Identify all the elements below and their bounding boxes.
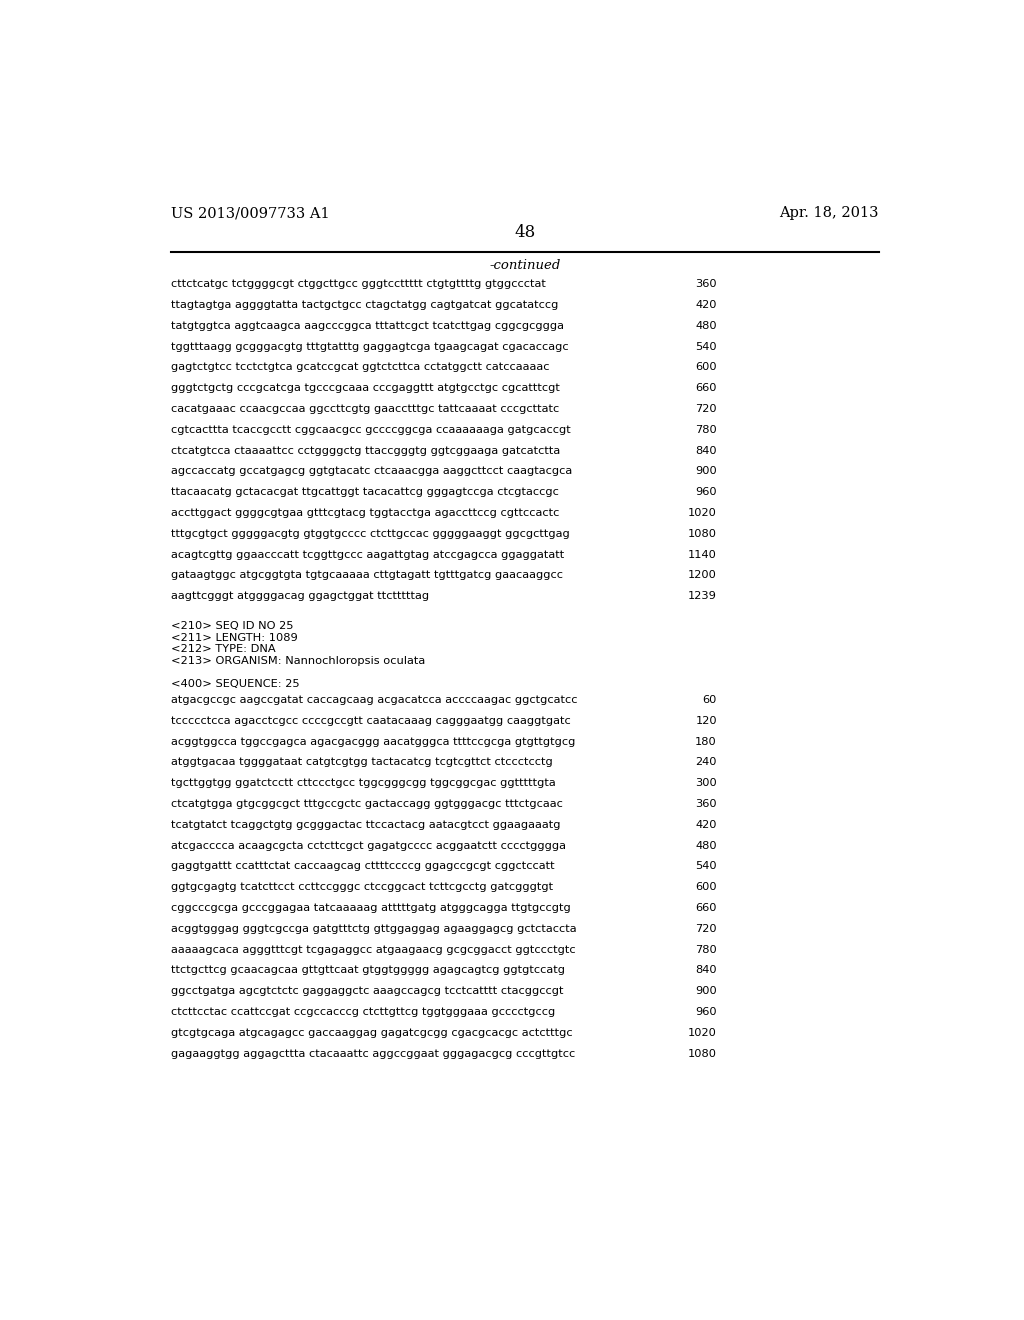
Text: 120: 120 — [695, 715, 717, 726]
Text: ggcctgatga agcgtctctc gaggaggctc aaagccagcg tcctcatttt ctacggccgt: ggcctgatga agcgtctctc gaggaggctc aaagcca… — [171, 986, 563, 997]
Text: tgcttggtgg ggatctcctt cttccctgcc tggcgggcgg tggcggcgac ggtttttgta: tgcttggtgg ggatctcctt cttccctgcc tggcggg… — [171, 779, 555, 788]
Text: 600: 600 — [695, 882, 717, 892]
Text: gaggtgattt ccatttctat caccaagcag cttttccccg ggagccgcgt cggctccatt: gaggtgattt ccatttctat caccaagcag cttttcc… — [171, 862, 554, 871]
Text: acggtgggag gggtcgccga gatgtttctg gttggaggag agaaggagcg gctctaccta: acggtgggag gggtcgccga gatgtttctg gttggag… — [171, 924, 577, 933]
Text: 540: 540 — [695, 342, 717, 351]
Text: 960: 960 — [695, 487, 717, 498]
Text: <212> TYPE: DNA: <212> TYPE: DNA — [171, 644, 275, 655]
Text: atggtgacaa tggggataat catgtcgtgg tactacatcg tcgtcgttct ctccctcctg: atggtgacaa tggggataat catgtcgtgg tactaca… — [171, 758, 552, 767]
Text: gggtctgctg cccgcatcga tgcccgcaaa cccgaggttt atgtgcctgc cgcatttcgt: gggtctgctg cccgcatcga tgcccgcaaa cccgagg… — [171, 383, 559, 393]
Text: 960: 960 — [695, 1007, 717, 1016]
Text: ttagtagtga aggggtatta tactgctgcc ctagctatgg cagtgatcat ggcatatccg: ttagtagtga aggggtatta tactgctgcc ctagcta… — [171, 300, 558, 310]
Text: 480: 480 — [695, 321, 717, 331]
Text: 1239: 1239 — [688, 591, 717, 601]
Text: 840: 840 — [695, 965, 717, 975]
Text: aagttcgggt atggggacag ggagctggat ttctttttag: aagttcgggt atggggacag ggagctggat ttctttt… — [171, 591, 429, 601]
Text: atgacgccgc aagccgatat caccagcaag acgacatcca accccaagac ggctgcatcc: atgacgccgc aagccgatat caccagcaag acgacat… — [171, 696, 578, 705]
Text: acagtcgttg ggaacccatt tcggttgccc aagattgtag atccgagcca ggaggatatt: acagtcgttg ggaacccatt tcggttgccc aagattg… — [171, 549, 564, 560]
Text: ctcttcctac ccattccgat ccgccacccg ctcttgttcg tggtgggaaa gcccctgccg: ctcttcctac ccattccgat ccgccacccg ctcttgt… — [171, 1007, 555, 1016]
Text: gataagtggc atgcggtgta tgtgcaaaaa cttgtagatt tgtttgatcg gaacaaggcc: gataagtggc atgcggtgta tgtgcaaaaa cttgtag… — [171, 570, 562, 581]
Text: 900: 900 — [695, 986, 717, 997]
Text: cttctcatgc tctggggcgt ctggcttgcc gggtccttttt ctgtgttttg gtggccctat: cttctcatgc tctggggcgt ctggcttgcc gggtcct… — [171, 280, 546, 289]
Text: 480: 480 — [695, 841, 717, 850]
Text: 1080: 1080 — [688, 529, 717, 539]
Text: 1020: 1020 — [688, 1028, 717, 1038]
Text: tcatgtatct tcaggctgtg gcgggactac ttccactacg aatacgtcct ggaagaaatg: tcatgtatct tcaggctgtg gcgggactac ttccact… — [171, 820, 560, 830]
Text: 300: 300 — [695, 779, 717, 788]
Text: 600: 600 — [695, 363, 717, 372]
Text: agccaccatg gccatgagcg ggtgtacatc ctcaaacgga aaggcttcct caagtacgca: agccaccatg gccatgagcg ggtgtacatc ctcaaac… — [171, 466, 571, 477]
Text: 840: 840 — [695, 446, 717, 455]
Text: 420: 420 — [695, 820, 717, 830]
Text: 420: 420 — [695, 300, 717, 310]
Text: <211> LENGTH: 1089: <211> LENGTH: 1089 — [171, 632, 297, 643]
Text: <400> SEQUENCE: 25: <400> SEQUENCE: 25 — [171, 678, 299, 689]
Text: gagaaggtgg aggagcttta ctacaaattc aggccggaat gggagacgcg cccgttgtcc: gagaaggtgg aggagcttta ctacaaattc aggccgg… — [171, 1048, 574, 1059]
Text: gagtctgtcc tcctctgtca gcatccgcat ggtctcttca cctatggctt catccaaaac: gagtctgtcc tcctctgtca gcatccgcat ggtctct… — [171, 363, 549, 372]
Text: tttgcgtgct gggggacgtg gtggtgcccc ctcttgccac gggggaaggt ggcgcttgag: tttgcgtgct gggggacgtg gtggtgcccc ctcttgc… — [171, 529, 569, 539]
Text: 900: 900 — [695, 466, 717, 477]
Text: accttggact ggggcgtgaa gtttcgtacg tggtacctga agaccttccg cgttccactc: accttggact ggggcgtgaa gtttcgtacg tggtacc… — [171, 508, 559, 517]
Text: 60: 60 — [702, 696, 717, 705]
Text: <210> SEQ ID NO 25: <210> SEQ ID NO 25 — [171, 622, 293, 631]
Text: 360: 360 — [695, 799, 717, 809]
Text: ctcatgtgga gtgcggcgct tttgccgctc gactaccagg ggtgggacgc tttctgcaac: ctcatgtgga gtgcggcgct tttgccgctc gactacc… — [171, 799, 562, 809]
Text: 1200: 1200 — [688, 570, 717, 581]
Text: acggtggcca tggccgagca agacgacggg aacatgggca ttttccgcga gtgttgtgcg: acggtggcca tggccgagca agacgacggg aacatgg… — [171, 737, 575, 747]
Text: ttctgcttcg gcaacagcaa gttgttcaat gtggtggggg agagcagtcg ggtgtccatg: ttctgcttcg gcaacagcaa gttgttcaat gtggtgg… — [171, 965, 564, 975]
Text: <213> ORGANISM: Nannochloropsis oculata: <213> ORGANISM: Nannochloropsis oculata — [171, 656, 425, 665]
Text: tccccctcca agacctcgcc ccccgccgtt caatacaaag cagggaatgg caaggtgatc: tccccctcca agacctcgcc ccccgccgtt caataca… — [171, 715, 570, 726]
Text: 780: 780 — [695, 425, 717, 434]
Text: 1020: 1020 — [688, 508, 717, 517]
Text: US 2013/0097733 A1: US 2013/0097733 A1 — [171, 206, 330, 220]
Text: 1080: 1080 — [688, 1048, 717, 1059]
Text: 720: 720 — [695, 924, 717, 933]
Text: 180: 180 — [695, 737, 717, 747]
Text: 240: 240 — [695, 758, 717, 767]
Text: cacatgaaac ccaacgccaa ggccttcgtg gaacctttgc tattcaaaat cccgcttatc: cacatgaaac ccaacgccaa ggccttcgtg gaacctt… — [171, 404, 559, 414]
Text: 660: 660 — [695, 903, 717, 913]
Text: 48: 48 — [514, 224, 536, 240]
Text: cggcccgcga gcccggagaa tatcaaaaag atttttgatg atgggcagga ttgtgccgtg: cggcccgcga gcccggagaa tatcaaaaag atttttg… — [171, 903, 570, 913]
Text: tatgtggtca aggtcaagca aagcccggca tttattcgct tcatcttgag cggcgcggga: tatgtggtca aggtcaagca aagcccggca tttattc… — [171, 321, 563, 331]
Text: gtcgtgcaga atgcagagcc gaccaaggag gagatcgcgg cgacgcacgc actctttgc: gtcgtgcaga atgcagagcc gaccaaggag gagatcg… — [171, 1028, 572, 1038]
Text: Apr. 18, 2013: Apr. 18, 2013 — [779, 206, 879, 220]
Text: atcgacccca acaagcgcta cctcttcgct gagatgcccc acggaatctt cccctgggga: atcgacccca acaagcgcta cctcttcgct gagatgc… — [171, 841, 565, 850]
Text: ggtgcgagtg tcatcttcct ccttccgggc ctccggcact tcttcgcctg gatcgggtgt: ggtgcgagtg tcatcttcct ccttccgggc ctccggc… — [171, 882, 553, 892]
Text: -continued: -continued — [489, 259, 560, 272]
Text: aaaaagcaca agggtttcgt tcgagaggcc atgaagaacg gcgcggacct ggtccctgtc: aaaaagcaca agggtttcgt tcgagaggcc atgaaga… — [171, 945, 575, 954]
Text: 660: 660 — [695, 383, 717, 393]
Text: ctcatgtcca ctaaaattcc cctggggctg ttaccgggtg ggtcggaaga gatcatctta: ctcatgtcca ctaaaattcc cctggggctg ttaccgg… — [171, 446, 560, 455]
Text: ttacaacatg gctacacgat ttgcattggt tacacattcg gggagtccga ctcgtaccgc: ttacaacatg gctacacgat ttgcattggt tacacat… — [171, 487, 558, 498]
Text: 720: 720 — [695, 404, 717, 414]
Text: cgtcacttta tcaccgcctt cggcaacgcc gccccggcga ccaaaaaaga gatgcaccgt: cgtcacttta tcaccgcctt cggcaacgcc gccccgg… — [171, 425, 570, 434]
Text: 540: 540 — [695, 862, 717, 871]
Text: tggtttaagg gcgggacgtg tttgtatttg gaggagtcga tgaagcagat cgacaccagc: tggtttaagg gcgggacgtg tttgtatttg gaggagt… — [171, 342, 568, 351]
Text: 1140: 1140 — [688, 549, 717, 560]
Text: 360: 360 — [695, 280, 717, 289]
Text: 780: 780 — [695, 945, 717, 954]
